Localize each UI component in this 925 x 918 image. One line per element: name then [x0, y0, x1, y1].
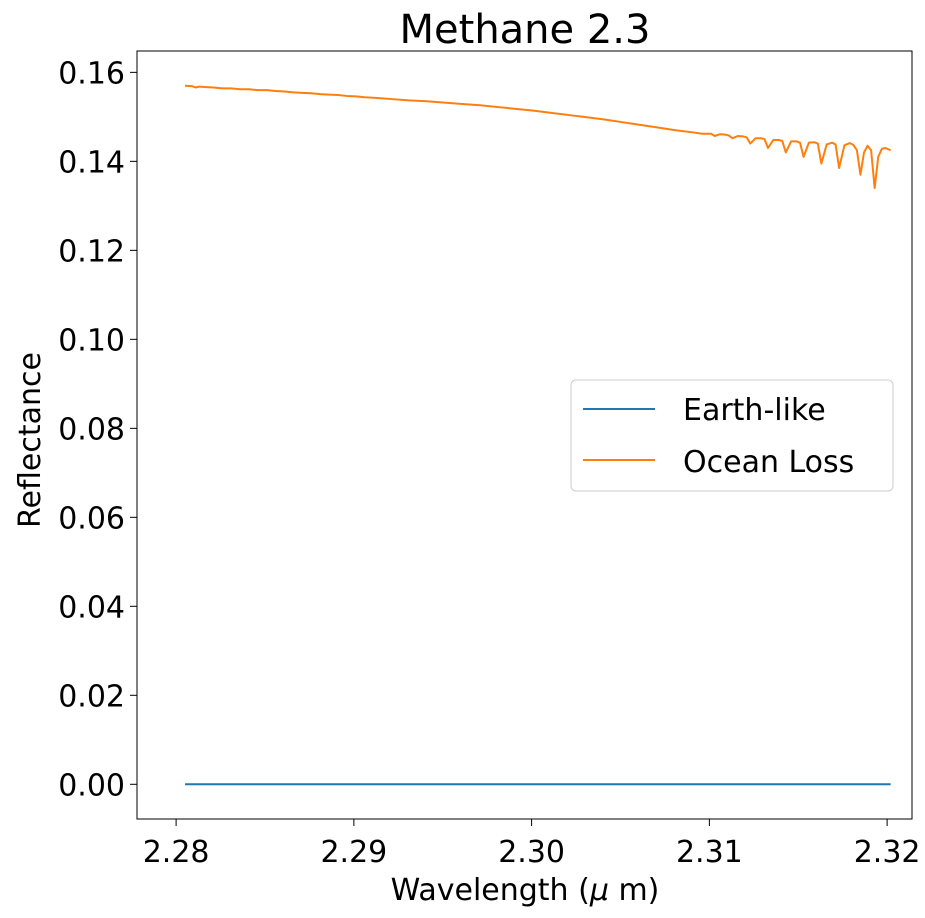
plot-frame [136, 50, 913, 820]
x-tick-label: 2.29 [320, 835, 387, 870]
x-tick-label: 2.28 [143, 835, 210, 870]
x-tick-label: 2.30 [498, 835, 565, 870]
y-axis-label: Reflectance [13, 352, 48, 528]
legend: Earth-like Ocean Loss [570, 379, 894, 492]
y-tick-label: 0.06 [58, 501, 125, 536]
chart-title: Methane 2.3 [400, 7, 651, 53]
y-tick-label: 0.12 [58, 234, 125, 269]
y-tick-label: 0.08 [58, 412, 125, 447]
x-tick-label: 2.31 [676, 835, 743, 870]
y-tick-label: 0.04 [58, 590, 125, 625]
x-axis-label-suffix: m) [609, 873, 659, 908]
x-tick-label: 2.32 [854, 835, 921, 870]
x-axis-label-symbol: μ [589, 873, 609, 908]
y-tick-label: 0.16 [58, 56, 125, 91]
series-group [184, 84, 892, 786]
series-line-ocean-loss [184, 84, 892, 190]
legend-label-earth-like: Earth-like [683, 393, 826, 428]
y-tick-label: 0.00 [58, 768, 125, 803]
x-axis-ticks: 2.28 2.29 2.30 2.31 2.32 [143, 819, 921, 870]
x-axis-label: Wavelength (μ m) [391, 873, 660, 908]
x-axis-label-prefix: Wavelength ( [391, 873, 590, 908]
y-tick-label: 0.02 [58, 679, 125, 714]
plot-area [136, 50, 913, 820]
y-axis-ticks: 0.00 0.02 0.04 0.06 0.08 0.10 0.12 0.14 0.16 [58, 56, 137, 803]
legend-label-ocean-loss: Ocean Loss [683, 445, 854, 480]
y-tick-label: 0.14 [58, 145, 125, 180]
y-tick-label: 0.10 [58, 323, 125, 358]
legend-box [570, 379, 894, 492]
